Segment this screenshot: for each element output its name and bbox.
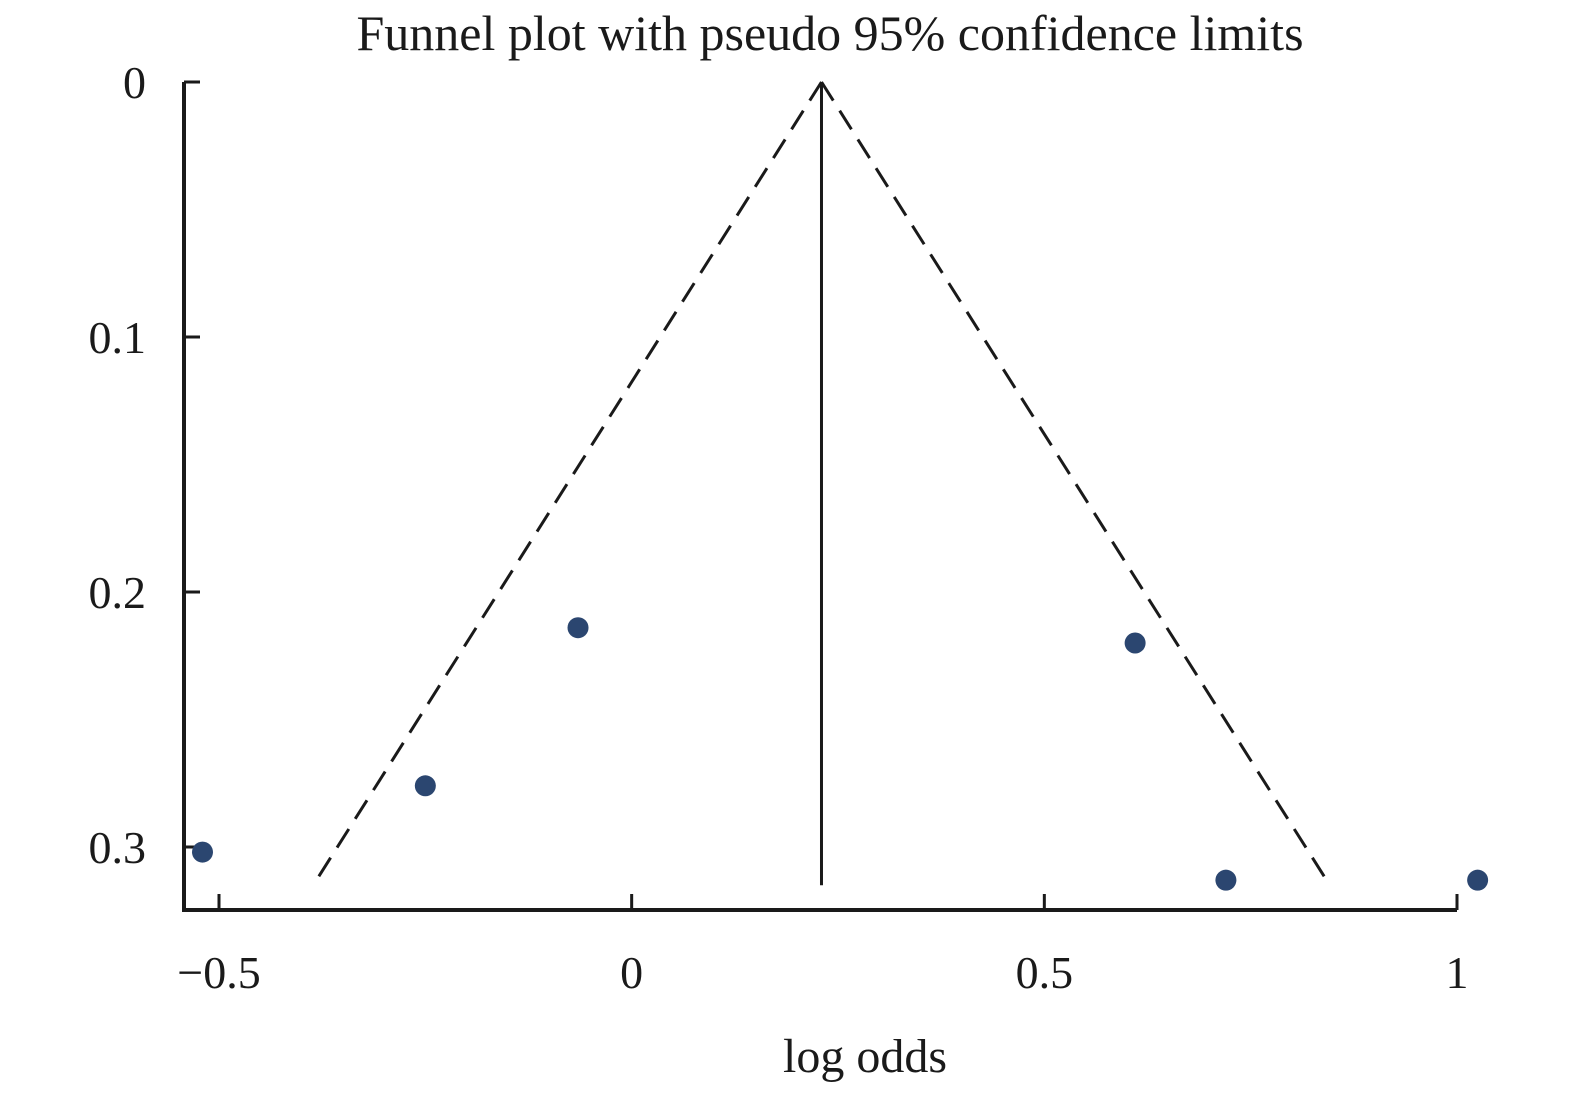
study-point [191, 841, 213, 863]
funnel-left-limit [316, 81, 823, 879]
x-tick-label: 1 [1446, 947, 1469, 998]
y-tick-label: 0.2 [89, 567, 147, 618]
funnel-right-limit [820, 81, 1327, 879]
x-tick-label: −0.5 [177, 947, 260, 998]
x-tick-label: 0.5 [1016, 947, 1074, 998]
study-point [567, 617, 589, 639]
y-tick-label: 0.3 [89, 822, 147, 873]
y-tick-label: 0 [123, 57, 146, 108]
y-tick-label: 0.1 [89, 312, 147, 363]
study-point [1215, 869, 1237, 891]
chart-title: Funnel plot with pseudo 95% confidence l… [356, 5, 1303, 61]
study-point [1124, 632, 1146, 654]
study-point [1467, 869, 1489, 891]
x-axis-label: log odds [783, 1030, 947, 1083]
study-point [414, 775, 436, 797]
plot-area: 0 0.1 0.2 0.3 −0.5 0 0.5 1 [89, 57, 1489, 998]
x-tick-label: 0 [620, 947, 643, 998]
